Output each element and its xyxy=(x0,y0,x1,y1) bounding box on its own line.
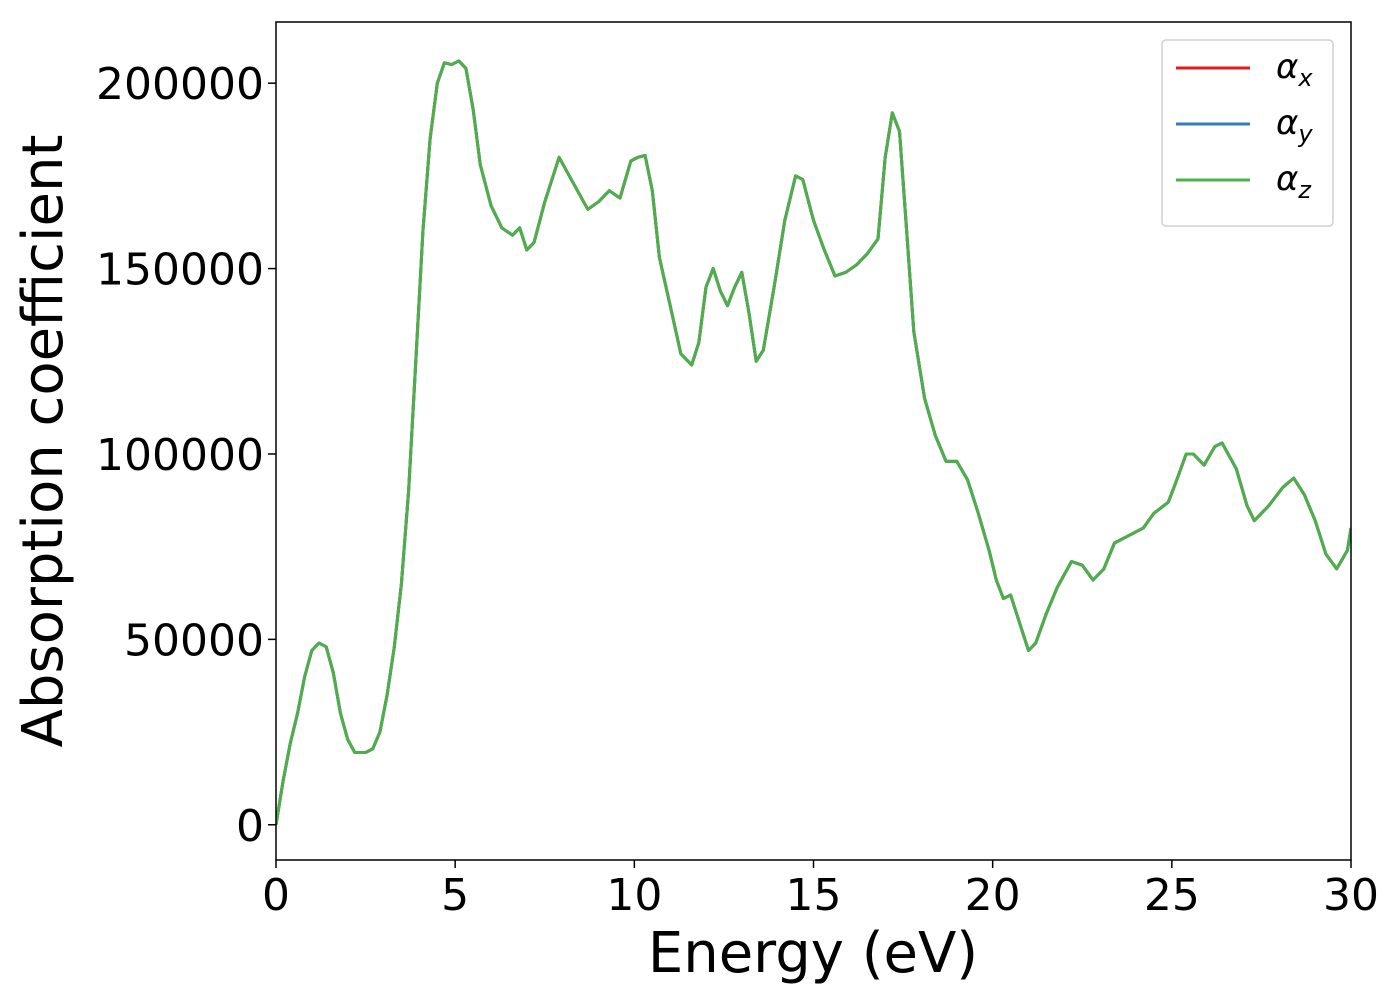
x-tick-label: 30 xyxy=(1323,870,1379,921)
line xyxy=(276,59,1351,826)
x-tick-label: 15 xyxy=(786,870,842,921)
x-tick-label: 25 xyxy=(1144,870,1200,921)
y-tick-label: 0 xyxy=(236,801,264,852)
plot-frame xyxy=(275,21,1352,861)
y-tick-label: 200000 xyxy=(96,59,264,110)
y-tick-label: 100000 xyxy=(96,430,264,481)
x-tick-label: 20 xyxy=(965,870,1021,921)
x-tick-label: 0 xyxy=(262,870,290,921)
x-tick-label: 10 xyxy=(606,870,662,921)
x-axis-label: Energy (eV) xyxy=(648,921,978,986)
legend-label: αx xyxy=(1276,47,1313,92)
legend-label: αy xyxy=(1276,103,1313,148)
x-tick-label: 5 xyxy=(441,870,469,921)
y-axis-label: Absorption coefficient xyxy=(11,135,76,748)
y-tick-label: 150000 xyxy=(96,245,264,296)
y-tick-label: 50000 xyxy=(124,615,264,666)
legend-label: αz xyxy=(1276,159,1312,204)
